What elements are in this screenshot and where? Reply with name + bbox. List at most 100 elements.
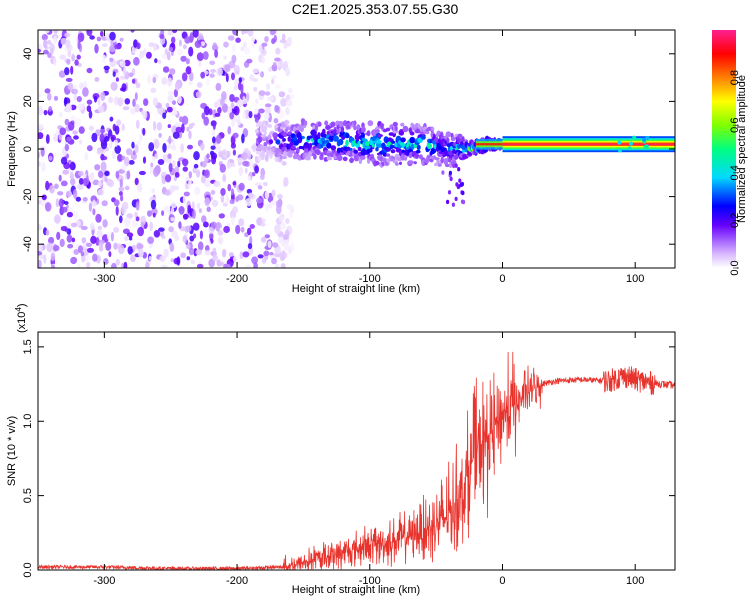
- spectrogram-cell: [204, 197, 211, 207]
- spectrogram-cell: [223, 55, 227, 60]
- spectrogram-cell: [211, 45, 219, 51]
- spectrogram-y-ticks: -40 -20 0 20 40: [22, 48, 675, 252]
- spectrogram-cell: [336, 147, 341, 154]
- spectrogram-cell: [167, 153, 172, 159]
- spectrogram-cell: [44, 30, 50, 34]
- spectrogram-cell: [101, 200, 108, 207]
- spectrogram-cell: [86, 105, 92, 112]
- spectrogram-x-tick-label: 100: [626, 273, 644, 285]
- spectrogram-cell: [80, 225, 88, 231]
- spectrogram-cell: [395, 162, 399, 166]
- snr-y-multiplier: (x104): [14, 303, 28, 333]
- spectrogram-cell: [38, 151, 41, 159]
- spectrogram-cell: [233, 65, 240, 75]
- spectrogram-cell: [194, 186, 201, 196]
- spectrogram-cell: [274, 104, 279, 113]
- spectrogram-cell: [134, 103, 140, 113]
- spectrogram-cell: [79, 82, 84, 90]
- spectrogram-cell: [217, 236, 224, 245]
- spectrogram-cell: [286, 204, 294, 210]
- spectrogram-cell: [138, 170, 146, 176]
- spectrogram-cell: [82, 197, 88, 202]
- spectrogram-cell: [133, 39, 138, 48]
- spectrogram-cell: [135, 82, 141, 89]
- spectrogram-cell: [73, 210, 79, 220]
- spectrogram-cell: [446, 199, 450, 205]
- spectrogram-cell: [223, 41, 229, 48]
- spectrogram-cell: [225, 73, 229, 83]
- spectrogram-cell: [627, 146, 632, 151]
- spectrogram-cell: [120, 87, 125, 92]
- spectrogram-cell: [131, 141, 135, 149]
- spectrogram-cell: [361, 126, 366, 133]
- spectrogram-cell: [254, 165, 259, 174]
- spectrogram-cell: [643, 144, 648, 149]
- spectrogram-cell: [109, 57, 114, 62]
- spectrogram-cell: [118, 244, 125, 255]
- spectrogram-cell: [171, 160, 176, 168]
- spectrogram-cell: [113, 242, 118, 250]
- spectrogram-cell: [289, 94, 295, 99]
- spectrogram-cell: [322, 128, 326, 135]
- spectrogram-cell: [214, 112, 221, 117]
- snr-x-ticks: -300 -200 -100 0 100: [93, 332, 644, 587]
- spectrogram-cell: [462, 153, 468, 160]
- spectrogram-cell: [149, 221, 153, 231]
- spectrogram-cell: [147, 210, 152, 217]
- spectrogram-cell: [74, 59, 79, 66]
- spectrogram-cell: [109, 142, 113, 149]
- spectrogram-cell: [448, 157, 452, 163]
- spectrogram-cell: [449, 176, 453, 182]
- spectrogram-cell: [125, 148, 133, 156]
- spectrogram-cell: [454, 163, 458, 168]
- spectrogram-cell: [242, 41, 247, 48]
- spectrogram-cell: [72, 189, 78, 199]
- spectrogram-cell: [309, 135, 313, 139]
- spectrogram-cell: [92, 179, 100, 186]
- spectrogram-cell: [385, 158, 391, 163]
- spectrogram-x-tick-label: -100: [359, 273, 381, 285]
- spectrogram-cell: [264, 234, 270, 239]
- spectrogram-cell: [153, 120, 157, 131]
- spectrogram-cell: [241, 133, 245, 144]
- spectrogram-cell: [92, 208, 96, 216]
- spectrogram-cell: [54, 214, 61, 224]
- spectrogram-cell: [272, 62, 277, 67]
- spectrogram-tone-band: [502, 143, 675, 145]
- spectrogram-cell: [58, 198, 64, 208]
- spectrogram-cell: [216, 67, 223, 77]
- spectrogram-cell: [64, 144, 70, 152]
- spectrogram-cell: [268, 67, 272, 72]
- spectrogram-cell: [304, 144, 309, 149]
- spectrogram-cell: [38, 92, 42, 98]
- spectrogram-cell: [298, 135, 303, 141]
- spectrogram-cell: [193, 163, 199, 169]
- spectrogram-cell: [64, 201, 69, 205]
- spectrogram-cell: [399, 161, 402, 165]
- spectrogram-cell: [131, 78, 136, 84]
- spectrogram-cell: [338, 138, 344, 146]
- spectrogram-cell: [361, 132, 365, 139]
- spectrogram-cell: [209, 60, 216, 66]
- spectrogram-cell: [285, 120, 290, 125]
- spectrogram-cell: [167, 144, 172, 149]
- spectrogram-cell: [461, 199, 466, 205]
- spectrogram-cell: [268, 139, 274, 145]
- spectrogram-cell: [86, 145, 93, 152]
- spectrogram-cell: [345, 139, 349, 147]
- spectrogram-cell: [118, 186, 125, 192]
- spectrogram-cell: [247, 30, 254, 37]
- spectrogram-cell: [229, 162, 236, 168]
- spectrogram-cell: [192, 209, 196, 219]
- spectrogram-cell: [106, 231, 111, 241]
- spectrogram-cell: [218, 213, 225, 219]
- spectrogram-cell: [282, 132, 288, 137]
- spectrogram-cell: [247, 175, 251, 182]
- spectrogram-cell: [189, 235, 195, 242]
- spectrogram-cell: [209, 232, 214, 241]
- spectrogram-cell: [95, 213, 102, 223]
- spectrogram-cell: [380, 123, 384, 130]
- spectrogram-cell: [203, 116, 209, 126]
